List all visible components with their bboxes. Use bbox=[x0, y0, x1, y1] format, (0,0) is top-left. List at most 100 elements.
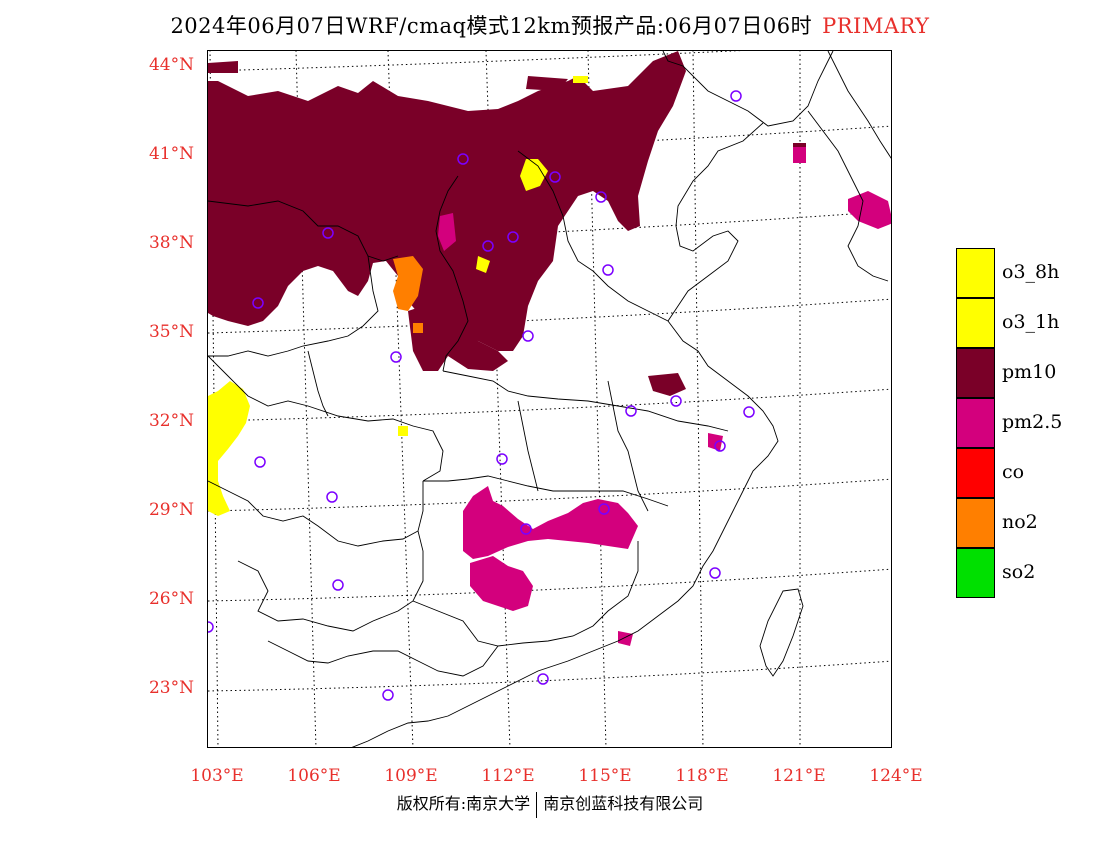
legend-label: o3_8h bbox=[1002, 261, 1060, 283]
station-marker bbox=[595, 191, 607, 203]
legend: o3_8h o3_1h pm10 pm2.5 co no2 so2 bbox=[956, 248, 1076, 598]
map-frame[interactable] bbox=[207, 50, 892, 748]
legend-swatch bbox=[956, 248, 995, 298]
coastline bbox=[662, 51, 834, 127]
lat-label: 23°N bbox=[148, 678, 194, 698]
station-marker bbox=[602, 264, 614, 276]
latitude-line bbox=[208, 298, 891, 334]
station-marker bbox=[208, 621, 214, 633]
lat-label: 29°N bbox=[148, 500, 194, 520]
station-marker bbox=[482, 240, 494, 252]
lon-label: 103°E bbox=[190, 766, 244, 786]
boundaries bbox=[208, 51, 891, 747]
station-marker bbox=[322, 227, 334, 239]
title-main: 2024年06月07日WRF/cmaq模式12km预报产品:06月07日06时 bbox=[170, 14, 813, 38]
station-marker bbox=[625, 405, 637, 417]
province-boundary bbox=[208, 200, 399, 262]
province-boundary bbox=[208, 255, 379, 357]
legend-label: co bbox=[1002, 461, 1025, 483]
station-markers bbox=[208, 90, 755, 701]
latitude-line bbox=[208, 660, 891, 692]
lat-label: 38°N bbox=[148, 233, 194, 253]
legend-label: no2 bbox=[1002, 511, 1038, 533]
o3-region bbox=[208, 76, 588, 516]
legend-label: pm2.5 bbox=[1002, 411, 1063, 433]
province-boundary bbox=[607, 380, 649, 512]
lon-label: 109°E bbox=[384, 766, 438, 786]
map-title: 2024年06月07日WRF/cmaq模式12km预报产品:06月07日06时 P… bbox=[0, 10, 1100, 40]
station-marker bbox=[537, 673, 549, 685]
station-marker bbox=[730, 90, 742, 102]
legend-item-o3-8h: o3_8h bbox=[956, 248, 1076, 298]
legend-item-co: co bbox=[956, 448, 1076, 498]
lat-label: 26°N bbox=[148, 589, 194, 609]
legend-swatch bbox=[956, 298, 995, 348]
province-boundary bbox=[267, 640, 499, 677]
lat-label: 32°N bbox=[148, 411, 194, 431]
lon-label: 112°E bbox=[481, 766, 535, 786]
map-canvas bbox=[208, 51, 891, 747]
no2-region bbox=[393, 256, 423, 333]
longitude-line bbox=[692, 51, 704, 747]
copyright-footer: 版权所有:南京大学 南京创蓝科技有限公司 bbox=[0, 790, 1100, 818]
station-marker bbox=[714, 440, 726, 452]
legend-swatch bbox=[956, 548, 995, 598]
station-marker bbox=[598, 503, 610, 515]
legend-item-pm25: pm2.5 bbox=[956, 398, 1076, 448]
province-boundary bbox=[208, 355, 444, 482]
lat-label: 44°N bbox=[148, 55, 194, 75]
latitude-line bbox=[208, 568, 891, 602]
province-boundary bbox=[237, 530, 424, 632]
legend-swatch bbox=[956, 348, 995, 398]
border bbox=[827, 51, 891, 159]
station-marker bbox=[496, 453, 508, 465]
legend-label: so2 bbox=[1002, 561, 1036, 583]
station-marker bbox=[457, 153, 469, 165]
legend-item-so2: so2 bbox=[956, 548, 1076, 598]
lon-label: 124°E bbox=[869, 766, 923, 786]
border bbox=[807, 110, 889, 282]
station-marker bbox=[709, 567, 721, 579]
station-marker bbox=[520, 523, 532, 535]
latitude-line bbox=[208, 478, 891, 512]
station-marker bbox=[254, 456, 266, 468]
pm25-region bbox=[438, 147, 891, 646]
island-outline bbox=[759, 588, 804, 677]
footer-right: 南京创蓝科技有限公司 bbox=[543, 794, 704, 813]
province-boundary bbox=[435, 175, 469, 372]
latitude-line bbox=[208, 51, 743, 72]
pm10-region bbox=[208, 51, 806, 396]
legend-item-pm10: pm10 bbox=[956, 348, 1076, 398]
lat-label: 41°N bbox=[148, 144, 194, 164]
legend-swatch bbox=[956, 398, 995, 448]
legend-swatch bbox=[956, 498, 995, 548]
legend-item-no2: no2 bbox=[956, 498, 1076, 548]
legend-item-o3-1h: o3_1h bbox=[956, 298, 1076, 348]
lon-label: 115°E bbox=[578, 766, 632, 786]
province-boundary bbox=[208, 480, 424, 547]
title-tag: PRIMARY bbox=[822, 14, 930, 38]
station-marker bbox=[252, 297, 264, 309]
lat-label: 35°N bbox=[148, 322, 194, 342]
province-boundary bbox=[423, 475, 669, 507]
station-marker bbox=[326, 491, 338, 503]
footer-left: 版权所有:南京大学 bbox=[396, 794, 531, 813]
province-boundary bbox=[412, 541, 639, 647]
legend-label: o3_1h bbox=[1002, 311, 1060, 333]
legend-swatch bbox=[956, 448, 995, 498]
station-marker bbox=[390, 351, 402, 363]
legend-label: pm10 bbox=[1002, 361, 1057, 383]
latitude-line bbox=[208, 388, 891, 422]
lon-label: 121°E bbox=[772, 766, 826, 786]
station-marker bbox=[549, 171, 561, 183]
province-boundary bbox=[517, 150, 669, 322]
station-marker bbox=[332, 579, 344, 591]
station-marker bbox=[382, 689, 394, 701]
station-marker bbox=[507, 231, 519, 243]
coastline bbox=[351, 122, 779, 747]
station-marker bbox=[522, 330, 534, 342]
station-marker bbox=[670, 395, 682, 407]
station-marker bbox=[743, 406, 755, 418]
lon-label: 118°E bbox=[675, 766, 729, 786]
